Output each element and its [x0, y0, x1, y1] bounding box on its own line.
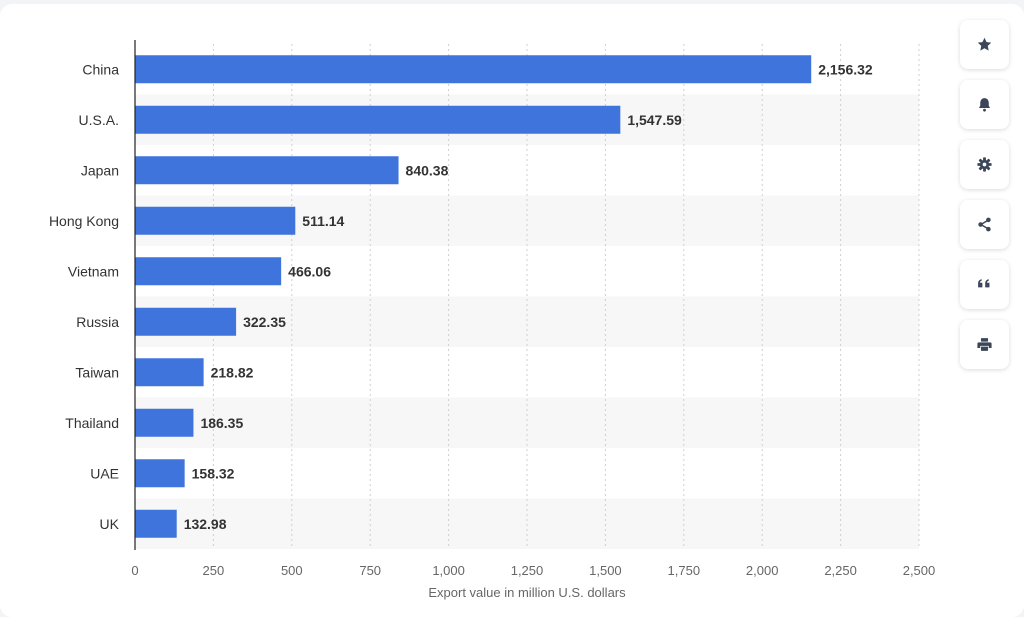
bar-hong-kong: [135, 206, 296, 235]
category-label: Taiwan: [75, 364, 119, 380]
x-tick-label: 1,500: [589, 563, 622, 578]
value-label: 1,547.59: [627, 112, 682, 128]
value-label: 132.98: [184, 516, 227, 532]
bar-thailand: [135, 408, 194, 437]
category-label: UAE: [90, 465, 119, 481]
x-tick-label: 500: [281, 563, 303, 578]
category-label: Vietnam: [68, 263, 119, 279]
bell-icon: [978, 98, 991, 112]
category-label: Thailand: [65, 415, 119, 431]
row-band: [135, 498, 919, 549]
x-tick-label: 2,500: [903, 563, 936, 578]
x-tick-label: 1,750: [668, 563, 701, 578]
bar-russia: [135, 307, 237, 336]
print-button[interactable]: [960, 320, 1009, 369]
star-icon: [977, 37, 992, 51]
bar-japan: [135, 156, 399, 185]
x-tick-label: 1,000: [432, 563, 465, 578]
quote-icon: [978, 279, 990, 288]
share-icon: [978, 217, 991, 232]
x-tick-label: 2,000: [746, 563, 779, 578]
share-button[interactable]: [960, 200, 1009, 249]
printer-icon: [977, 338, 992, 351]
value-label: 840.38: [406, 162, 449, 178]
settings-button[interactable]: [960, 140, 1009, 189]
value-label: 158.32: [192, 465, 235, 481]
favorite-button[interactable]: [960, 20, 1009, 69]
bar-uae: [135, 459, 185, 488]
x-tick-label: 750: [359, 563, 381, 578]
x-tick-label: 1,250: [511, 563, 544, 578]
x-tick-label: 0: [131, 563, 138, 578]
category-label: Japan: [81, 162, 119, 178]
cite-button[interactable]: [960, 260, 1009, 309]
value-label: 511.14: [302, 213, 344, 229]
x-tick-label: 250: [203, 563, 225, 578]
chart-card: China 2,156.32 U.S.A. 1,547.59 Japan 840.38 Ho…: [0, 4, 1024, 617]
x-tick-label: 2,250: [824, 563, 857, 578]
bar-vietnam: [135, 257, 282, 286]
notification-button[interactable]: [960, 80, 1009, 129]
category-label: U.S.A.: [79, 112, 119, 128]
value-label: 186.35: [200, 415, 243, 431]
value-label: 218.82: [211, 364, 254, 380]
category-label: Russia: [76, 314, 119, 330]
bar-uk: [135, 509, 177, 538]
x-axis-title: Export value in million U.S. dollars: [428, 585, 626, 600]
value-label: 466.06: [288, 263, 331, 279]
bar-china: [135, 55, 812, 84]
bar-u-s-a-: [135, 105, 621, 134]
bar-chart: China 2,156.32 U.S.A. 1,547.59 Japan 840.38 Ho…: [49, 40, 936, 600]
category-label: UK: [100, 516, 120, 532]
bar-taiwan: [135, 358, 204, 387]
category-label: Hong Kong: [49, 213, 119, 229]
gear-icon: [977, 157, 992, 172]
category-label: China: [82, 61, 119, 77]
value-label: 2,156.32: [818, 61, 873, 77]
value-label: 322.35: [243, 314, 286, 330]
